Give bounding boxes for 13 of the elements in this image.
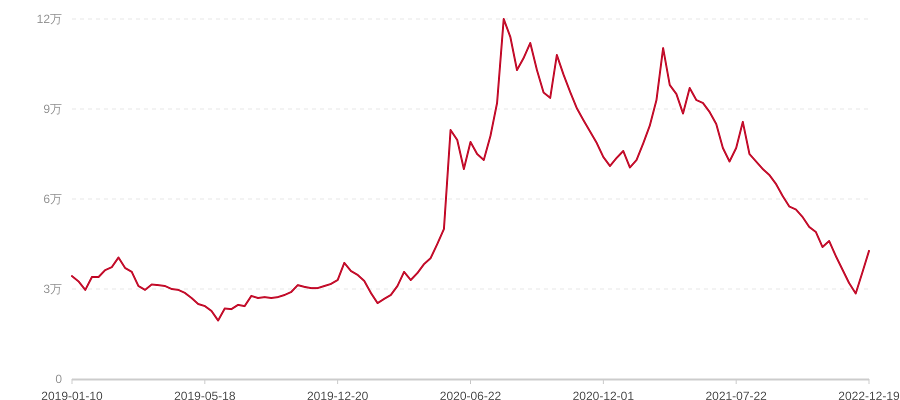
x-tick-label: 2020-06-22	[440, 389, 502, 400]
x-tick-label: 2019-01-10	[41, 389, 104, 400]
y-tick-label: 6万	[43, 192, 62, 206]
line-series	[71, 18, 870, 322]
x-tick-label: 2019-05-18	[174, 389, 236, 400]
y-tick-label: 12万	[36, 12, 62, 26]
x-tick-label: 2019-12-20	[306, 389, 369, 400]
x-tick-label: 2020-12-01	[572, 389, 634, 400]
x-tick-label: 2021-07-22	[705, 389, 768, 400]
y-tick-label: 3万	[43, 282, 62, 296]
x-tick-label: 2022-12-19	[838, 389, 900, 400]
y-tick-label: 0	[55, 372, 62, 386]
y-tick-label: 9万	[43, 102, 62, 116]
